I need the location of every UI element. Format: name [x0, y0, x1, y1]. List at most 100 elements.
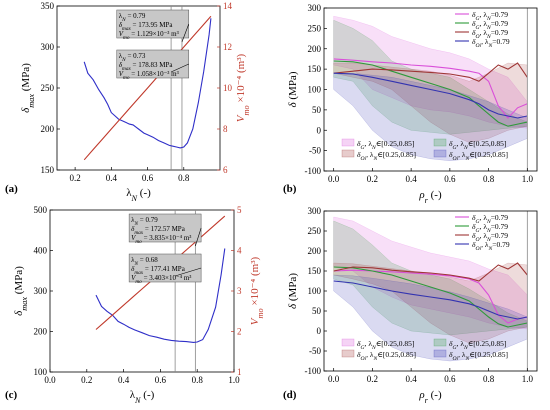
legend-band-label: δG, λN∈[0.25,0.85]	[449, 339, 506, 351]
x-tick-label: 0.8	[483, 374, 495, 384]
legend-line-label: δO, λN=0.79	[472, 231, 508, 243]
x-tick-label: 0.0	[328, 174, 340, 184]
y-tick-label: 500	[34, 205, 48, 215]
annotation-lambda: λN = 0.79	[119, 12, 146, 23]
x-tick-label: 0.6	[444, 374, 456, 384]
y-tick-label: 350	[41, 1, 55, 11]
annotation-background	[128, 253, 202, 283]
y-tick-label: 300	[308, 206, 322, 216]
stress-series-line	[83, 18, 212, 149]
legend-band-label: δG, λN∈[0.25,0.85]	[357, 139, 414, 151]
y-tick-label: -100	[305, 166, 322, 176]
stress-line-green	[333, 60, 528, 127]
legend-band-label: δOi, λN∈[0.25,0.85]	[357, 350, 416, 362]
y2-tick-label: 1	[237, 367, 242, 377]
annotation-arrow	[175, 267, 202, 277]
x-tick-label: 0.6	[444, 174, 456, 184]
x-tick-label: 0.4	[406, 174, 418, 184]
legend-line-label: δG, λN=0.79	[472, 19, 508, 31]
legend-band-swatch	[341, 149, 355, 158]
x-tick-label: 0.8	[483, 174, 495, 184]
legend-line-label: δOi, λN=0.79	[472, 240, 510, 252]
y-tick-label: 300	[308, 3, 322, 13]
annotation-volume: Vmo = 3.835×10⁻⁴ m³	[131, 234, 191, 245]
legend-line-label: δG, λN=0.79	[472, 213, 508, 225]
annotation-background	[116, 49, 190, 79]
y-tick-label: 100	[34, 367, 48, 377]
legend-band-swatch	[433, 149, 447, 158]
x-tick-label: 0.8	[178, 173, 190, 183]
legend-band-label: δOi, λN∈[0.25,0.85]	[357, 150, 416, 162]
annotation-delta: δmax = 172.57 MPa	[131, 225, 186, 236]
legend-band-swatch	[341, 138, 355, 147]
y2-axis-label: Vmo ×10⁻⁴ (m³)	[235, 53, 251, 122]
y-tick-label: 150	[308, 64, 322, 74]
legend-band-label: δG, λN∈[0.25,0.85]	[449, 139, 506, 151]
stress-line-green	[333, 266, 528, 328]
annotation-arrow	[195, 227, 202, 247]
annotation-arrow	[170, 63, 189, 73]
x-tick-label: 0.6	[142, 173, 154, 183]
annotation-arrow	[181, 23, 190, 43]
y-tick-label: 250	[41, 83, 55, 93]
x-tick-label: 0.2	[367, 174, 378, 184]
x-tick-label: 0.4	[118, 375, 130, 385]
stress-line-darkred	[333, 262, 528, 282]
x-tick-label: 0.4	[406, 374, 418, 384]
annotation-volume: Vmo = 3.403×10⁻⁴ m³	[131, 274, 191, 285]
annotation-delta: δmax = 173.95 MPa	[119, 21, 174, 32]
x-axis-label: ρr (-)	[418, 189, 442, 205]
y2-tick-label: 12	[223, 42, 232, 52]
x-tick-label: 0.8	[192, 375, 204, 385]
y-tick-label: 250	[308, 23, 322, 33]
x-tick-label: 0.2	[81, 375, 92, 385]
y2-tick-label: 4	[237, 246, 242, 256]
x-tick-label: 1.0	[228, 375, 240, 385]
panel-c: 100 200 300 400 500 1 2 3 4 5 0.0 0.2 0.4 0.6 0.8 1.0 λN…	[13, 205, 265, 405]
y2-tick-label: 5	[237, 205, 242, 215]
x-tick-label: 1.0	[522, 374, 534, 384]
x-axis-label: ρr (-)	[418, 389, 442, 405]
y-tick-label: 0	[317, 125, 322, 135]
y-tick-label: 100	[308, 286, 322, 296]
legend-line-label: δOi, λN=0.79	[472, 37, 510, 49]
y-tick-label: -50	[309, 146, 321, 156]
y-tick-label: 200	[308, 44, 322, 54]
y2-tick-label: 2	[237, 327, 242, 337]
x-tick-label: 0.0	[44, 375, 56, 385]
x-tick-label: 1.0	[522, 174, 534, 184]
y-tick-label: 0	[317, 326, 322, 336]
legend-band-swatch	[433, 349, 447, 358]
y-tick-label: 300	[34, 286, 48, 296]
y-tick-label: 200	[34, 327, 48, 337]
y-tick-label: 300	[41, 42, 55, 52]
legend-band-swatch	[433, 338, 447, 347]
panel-b: -100 -50 0 50 100 150 200 250 300 0.0 0.2 0.4 0.6 0.8…	[287, 3, 538, 205]
x-axis-label: λN (-)	[126, 187, 151, 203]
y2-tick-label: 10	[223, 83, 233, 93]
legend-band-label: δOi, λN∈[0.25,0.85]	[449, 350, 508, 362]
panel-label-b: (b)	[283, 183, 297, 195]
legend-band-label: δOi, λN∈[0.25,0.85]	[449, 150, 508, 162]
legend-band-label: δG, λN∈[0.25,0.85]	[357, 339, 414, 351]
x-tick-label: 0.0	[328, 374, 340, 384]
y-tick-label: 200	[308, 246, 322, 256]
y2-tick-label: 14	[223, 1, 233, 11]
legend-line-label: δO, λN=0.79	[472, 28, 508, 40]
y2-tick-label: 8	[223, 124, 228, 134]
y-tick-label: 50	[312, 105, 322, 115]
annotation-delta: δmax = 178.83 MPa	[119, 61, 174, 72]
x-axis-label: λN (-)	[130, 389, 155, 405]
stress-series-line	[95, 248, 226, 343]
y-axis-label: δ (MPa)	[287, 273, 299, 309]
plot-area	[333, 211, 528, 371]
y-tick-label: 250	[308, 226, 322, 236]
y-tick-label: -50	[309, 346, 321, 356]
legend-line-label: δG, λN=0.79	[472, 222, 508, 234]
y-tick-label: 150	[41, 165, 55, 175]
x-tick-label: 0.2	[69, 173, 80, 183]
y-axis-label: δmax (MPa)	[20, 63, 36, 113]
